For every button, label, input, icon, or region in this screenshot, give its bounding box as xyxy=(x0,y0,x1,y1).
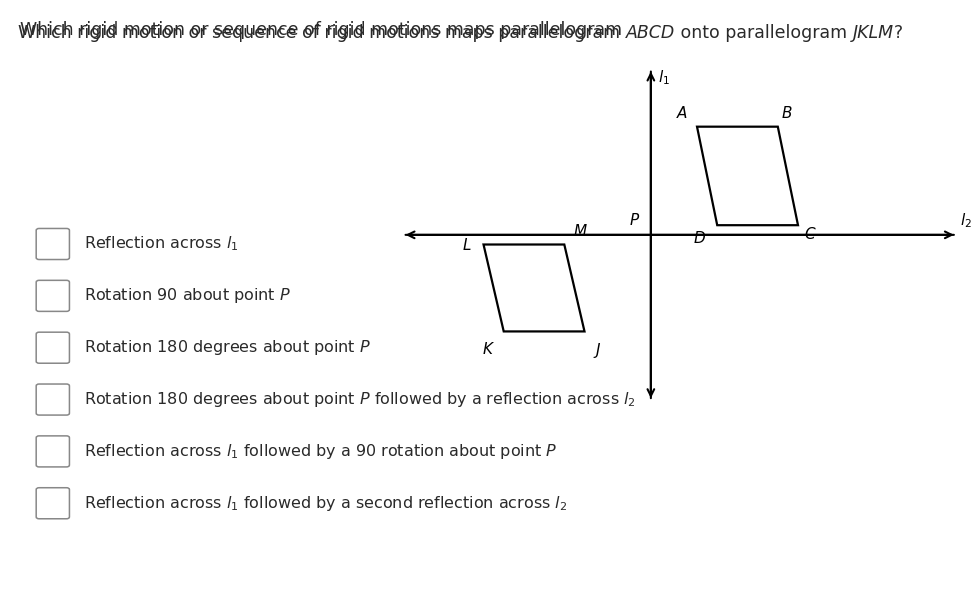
Text: Rotation 180 degrees about point $P$ followed by a reflection across $l_2$: Rotation 180 degrees about point $P$ fol… xyxy=(84,390,635,409)
Text: Which rigid motion or sequence of rigid motions maps parallelogram: Which rigid motion or sequence of rigid … xyxy=(18,24,625,42)
Text: Reflection across $l_1$: Reflection across $l_1$ xyxy=(84,235,238,253)
Text: $l_1$: $l_1$ xyxy=(658,68,669,87)
Text: $B$: $B$ xyxy=(780,105,791,121)
Text: $M$: $M$ xyxy=(573,223,587,239)
Text: $L$: $L$ xyxy=(462,237,472,253)
Text: ?: ? xyxy=(893,24,902,42)
Text: $A$: $A$ xyxy=(675,105,688,121)
Text: onto parallelogram: onto parallelogram xyxy=(674,24,852,42)
Text: $J$: $J$ xyxy=(592,341,601,360)
Text: Rotation 90 about point $P$: Rotation 90 about point $P$ xyxy=(84,286,291,306)
Text: $D$: $D$ xyxy=(692,230,705,246)
Text: ABCD: ABCD xyxy=(625,24,674,42)
Text: $C$: $C$ xyxy=(803,226,816,242)
Text: $l_2$: $l_2$ xyxy=(958,212,970,230)
Text: Which rigid motion or sequence of rigid motions maps parallelogram: Which rigid motion or sequence of rigid … xyxy=(20,21,626,40)
Text: $P$: $P$ xyxy=(628,212,640,228)
Text: $K$: $K$ xyxy=(482,341,494,357)
Text: Reflection across $l_1$ followed by a second reflection across $l_2$: Reflection across $l_1$ followed by a se… xyxy=(84,493,567,513)
Text: JKLM: JKLM xyxy=(852,24,893,42)
Text: Rotation 180 degrees about point $P$: Rotation 180 degrees about point $P$ xyxy=(84,338,370,357)
Text: Reflection across $l_1$ followed by a 90 rotation about point $P$: Reflection across $l_1$ followed by a 90… xyxy=(84,442,557,461)
